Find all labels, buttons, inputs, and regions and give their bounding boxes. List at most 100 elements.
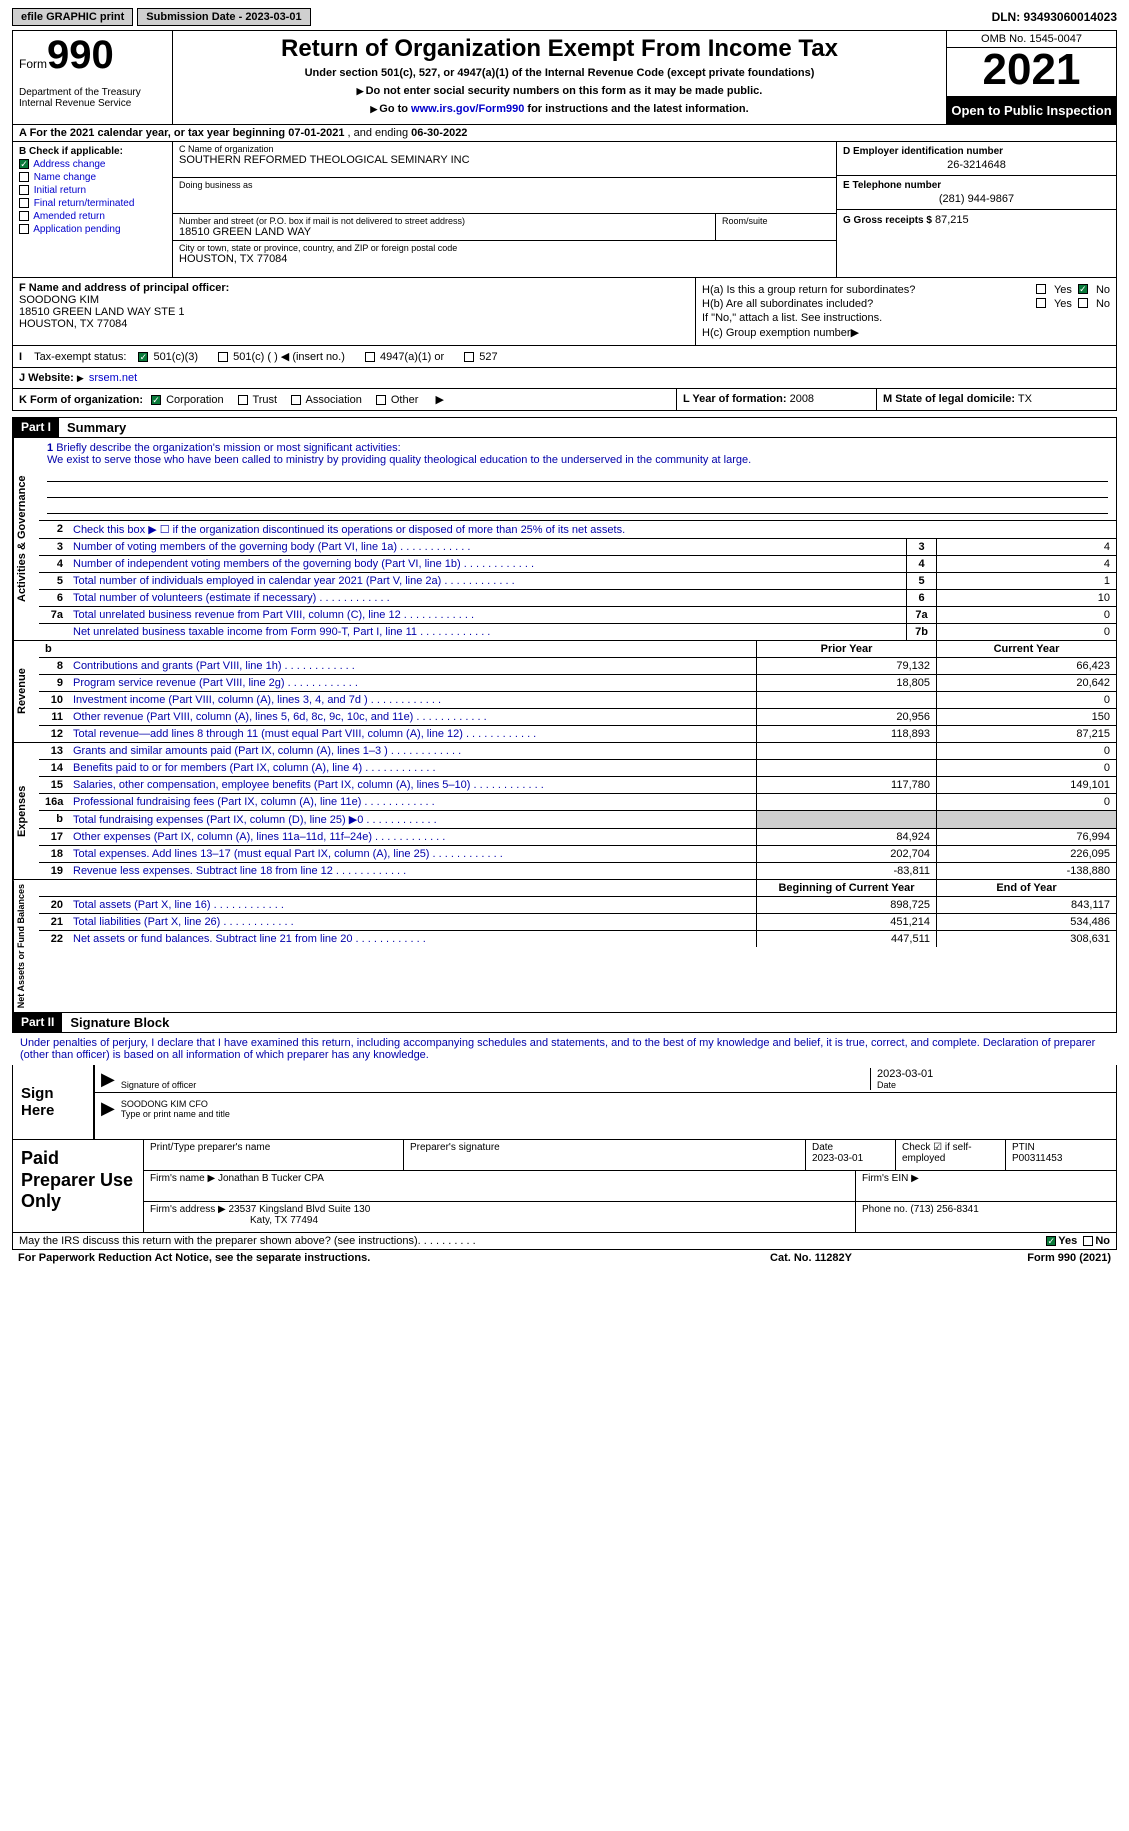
line-text: Contributions and grants (Part VIII, lin… <box>69 658 756 674</box>
officer-addr1: 18510 GREEN LAND WAY STE 1 <box>19 306 689 318</box>
line-value: 0 <box>936 607 1116 623</box>
current-value: 20,642 <box>936 675 1116 691</box>
form-id-block: Form990 Department of the Treasury Inter… <box>13 31 173 124</box>
line-value: 4 <box>936 539 1116 555</box>
efile-button[interactable]: efile GRAPHIC print <box>12 8 133 26</box>
firm-phone-value: (713) 256-8341 <box>910 1204 978 1215</box>
tax-status-label: Tax-exempt status: <box>34 351 126 363</box>
current-value: 149,101 <box>936 777 1116 793</box>
ha-no-checkbox[interactable] <box>1078 284 1088 294</box>
ptin-value: P00311453 <box>1012 1153 1062 1164</box>
prior-value <box>756 760 936 776</box>
begin-year-header: Beginning of Current Year <box>756 880 936 896</box>
form-footer: Form 990 (2021) <box>911 1252 1111 1264</box>
line-value: 1 <box>936 573 1116 589</box>
prior-value <box>756 743 936 759</box>
pra-notice: For Paperwork Reduction Act Notice, see … <box>18 1252 711 1264</box>
hb-yes-checkbox[interactable] <box>1036 298 1046 308</box>
street-label: Number and street (or P.O. box if mail i… <box>179 216 709 226</box>
current-value: -138,880 <box>936 863 1116 879</box>
self-employed-check[interactable]: Check ☑ if self-employed <box>896 1140 1006 1170</box>
line-text: Other expenses (Part IX, column (A), lin… <box>69 829 756 845</box>
form-org-label: K Form of organization: <box>19 394 143 406</box>
checkbox-item[interactable]: Initial return <box>19 185 166 196</box>
checkbox-item[interactable]: Amended return <box>19 211 166 222</box>
section-a-tax-year: A For the 2021 calendar year, or tax yea… <box>12 125 1117 142</box>
ein-value: 26-3214648 <box>843 159 1110 171</box>
year-formation-label: L Year of formation: <box>683 393 787 405</box>
section-b-checkboxes: B Check if applicable: Address change Na… <box>13 142 173 277</box>
tax-year: 2021 <box>947 48 1116 97</box>
prior-value: 118,893 <box>756 726 936 742</box>
prior-value: 84,924 <box>756 829 936 845</box>
tax-status-checkbox[interactable] <box>464 352 474 362</box>
prior-value: 447,511 <box>756 931 936 947</box>
prior-value: 18,805 <box>756 675 936 691</box>
instr-link: Go to www.irs.gov/Form990 for instructio… <box>181 103 938 115</box>
h-b-label: H(b) Are all subordinates included? <box>702 298 1028 310</box>
phone-label: E Telephone number <box>843 180 1110 191</box>
checkbox-item[interactable]: Name change <box>19 172 166 183</box>
prior-value: 451,214 <box>756 914 936 930</box>
tax-status-checkbox[interactable] <box>365 352 375 362</box>
officer-name-value: SOODONG KIM CFO <box>121 1099 1110 1109</box>
ein-label: D Employer identification number <box>843 146 1110 157</box>
tax-status-checkbox[interactable] <box>218 352 228 362</box>
submission-date: Submission Date - 2023-03-01 <box>137 8 310 26</box>
arrow-icon: ▶ <box>101 1098 115 1119</box>
gross-value: 87,215 <box>935 214 969 226</box>
line-text: Salaries, other compensation, employee b… <box>69 777 756 793</box>
discuss-no-checkbox[interactable] <box>1083 1236 1093 1246</box>
form-org-checkbox[interactable] <box>291 395 301 405</box>
line-value: 10 <box>936 590 1116 606</box>
current-value: 226,095 <box>936 846 1116 862</box>
current-value: 76,994 <box>936 829 1116 845</box>
line-text: Total number of individuals employed in … <box>69 573 906 589</box>
checkbox-item[interactable]: Application pending <box>19 224 166 235</box>
current-value: 308,631 <box>936 931 1116 947</box>
city-value: HOUSTON, TX 77084 <box>179 253 830 265</box>
current-value: 87,215 <box>936 726 1116 742</box>
form-org-checkbox[interactable] <box>151 395 161 405</box>
sig-date-value: 2023-03-01 <box>877 1068 1104 1080</box>
prior-value: 20,956 <box>756 709 936 725</box>
perjury-text: Under penalties of perjury, I declare th… <box>12 1033 1117 1065</box>
line2-text: Check this box ▶ ☐ if the organization d… <box>69 521 1116 538</box>
part2-header: Part II <box>13 1013 62 1032</box>
prior-value <box>756 811 936 828</box>
tax-status-checkbox[interactable] <box>138 352 148 362</box>
prep-date-value: 2023-03-01 <box>812 1153 863 1164</box>
discuss-yes-checkbox[interactable] <box>1046 1236 1056 1246</box>
line-text: Number of voting members of the governin… <box>69 539 906 555</box>
sig-officer-field[interactable]: Signature of officer <box>121 1080 870 1090</box>
sign-here-label: Sign Here <box>13 1065 93 1139</box>
line-text: Program service revenue (Part VIII, line… <box>69 675 756 691</box>
checkbox-item[interactable]: Address change <box>19 159 166 170</box>
line-text: Grants and similar amounts paid (Part IX… <box>69 743 756 759</box>
prior-year-header: Prior Year <box>756 641 936 657</box>
line-text: Benefits paid to or for members (Part IX… <box>69 760 756 776</box>
room-label: Room/suite <box>722 216 830 226</box>
current-value: 843,117 <box>936 897 1116 913</box>
form-org-checkbox[interactable] <box>238 395 248 405</box>
ha-yes-checkbox[interactable] <box>1036 284 1046 294</box>
part1-header: Part I <box>13 418 59 437</box>
current-value: 150 <box>936 709 1116 725</box>
street-value: 18510 GREEN LAND WAY <box>179 226 709 238</box>
part1-title: Summary <box>59 418 1116 437</box>
checkbox-item[interactable]: Final return/terminated <box>19 198 166 209</box>
form-org-checkbox[interactable] <box>376 395 386 405</box>
current-value: 534,486 <box>936 914 1116 930</box>
dept-label: Department of the Treasury Internal Reve… <box>19 87 166 109</box>
firm-name-value: Jonathan B Tucker CPA <box>218 1173 324 1184</box>
website-link[interactable]: srsem.net <box>89 372 137 384</box>
irs-link[interactable]: www.irs.gov/Form990 <box>411 103 524 115</box>
mission-text: We exist to serve those who have been ca… <box>47 454 751 466</box>
prior-value: 202,704 <box>756 846 936 862</box>
current-value: 0 <box>936 692 1116 708</box>
line-text: Total number of volunteers (estimate if … <box>69 590 906 606</box>
line-text: Total expenses. Add lines 13–17 (must eq… <box>69 846 756 862</box>
org-name: SOUTHERN REFORMED THEOLOGICAL SEMINARY I… <box>179 154 830 166</box>
hb-no-checkbox[interactable] <box>1078 298 1088 308</box>
line-text: Total unrelated business revenue from Pa… <box>69 607 906 623</box>
